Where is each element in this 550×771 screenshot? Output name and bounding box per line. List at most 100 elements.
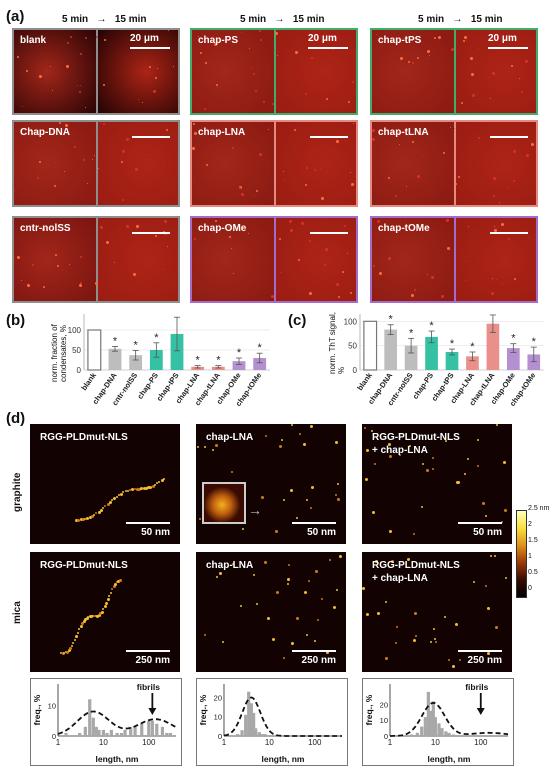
condensate-dot: [155, 235, 157, 237]
condensate-dot: [466, 261, 467, 262]
panel-a-letter: (a): [6, 8, 25, 25]
bar: [404, 345, 418, 370]
condensate-dot: [228, 226, 230, 228]
molecule-spot: [197, 446, 199, 448]
histogram-bar: [444, 731, 448, 736]
condensate-dot: [103, 84, 105, 86]
molecule-spot: [321, 598, 323, 600]
molecule-spot: [467, 458, 469, 460]
condensate-dot: [407, 230, 408, 231]
condensate-dot: [283, 171, 284, 172]
condensate-dot: [198, 36, 199, 37]
x-tick-label: 100: [142, 738, 156, 747]
molecule-spot: [87, 615, 89, 618]
micrograph-tile: chap-PS 20 μm: [190, 28, 358, 115]
molecule-spot: [281, 439, 283, 441]
molecule-spot: [311, 486, 314, 489]
significance-star: *: [511, 333, 516, 345]
molecule-spot: [421, 506, 423, 508]
afm-image: → chap-LNA 50 nm: [196, 424, 346, 544]
histogram-bar: [431, 701, 435, 736]
condensate-dot: [260, 39, 262, 41]
condensate-dot: [249, 48, 250, 49]
condensate-dot: [511, 65, 513, 67]
condensate-dot: [79, 284, 82, 287]
molecule-spot: [94, 615, 97, 618]
histogram-bar: [244, 714, 248, 736]
condensate-dot: [412, 141, 414, 143]
molecule-spot: [445, 440, 447, 442]
fibrils-arrowhead: [476, 708, 485, 715]
molecule-spot: [372, 511, 375, 514]
condensate-dot: [166, 129, 168, 131]
condensate-dot: [458, 176, 460, 178]
condensate-dot: [217, 87, 218, 88]
significance-star: *: [450, 338, 455, 350]
condensate-dot: [21, 280, 22, 281]
condensate-dot: [103, 123, 105, 125]
molecule-spot: [276, 591, 279, 594]
y-tick-label: 10: [214, 713, 222, 722]
tile-label: chap-LNA: [198, 127, 246, 138]
condensate-dot: [149, 66, 151, 68]
molecule-spot: [97, 613, 101, 617]
condensate-dot: [53, 131, 54, 132]
time-to: 15 min: [292, 14, 325, 25]
condensate-dot: [193, 123, 195, 125]
condensate-dot: [83, 159, 85, 161]
condensate-dot: [14, 190, 15, 191]
condensate-dot: [157, 68, 158, 69]
micrograph-15min: [454, 122, 536, 205]
micrograph-5min: [192, 218, 274, 301]
molecule-spot: [296, 517, 298, 519]
histogram-bar: [415, 732, 419, 736]
tile-label: blank: [20, 35, 47, 46]
condensate-dot: [526, 154, 529, 157]
condensate-dot: [138, 99, 139, 100]
condensate-dot: [427, 274, 428, 275]
afm-label: RGG-PLDmut-NLS: [372, 432, 460, 443]
condensate-dot: [351, 183, 354, 186]
y-tick-label: 100: [344, 317, 358, 326]
condensate-dot: [85, 107, 86, 108]
molecule-spot: [79, 625, 83, 629]
bar: [527, 354, 541, 370]
histogram-bar: [78, 732, 82, 736]
molecule-spot: [448, 659, 450, 661]
molecule-spot: [112, 585, 116, 589]
condensate-dot: [508, 238, 510, 240]
condensate-dot: [272, 103, 274, 105]
condensate-dot: [338, 296, 340, 298]
condensate-dot: [214, 43, 217, 46]
scale-bar: [308, 47, 348, 49]
y-axis-label: freq., %: [198, 694, 208, 725]
molecule-spot: [407, 558, 410, 561]
molecule-spot: [396, 626, 398, 628]
condensate-dot: [405, 218, 406, 219]
condensate-dot: [373, 265, 375, 267]
histogram-bar: [410, 734, 414, 736]
colorbar-tick: 1.5: [528, 537, 538, 544]
condensate-dot: [70, 36, 72, 38]
x-tick-label: 100: [308, 738, 322, 747]
condensate-dot: [417, 175, 420, 178]
histogram-bar: [440, 728, 444, 736]
bar: [232, 361, 246, 370]
condensate-dot: [164, 220, 167, 223]
molecule-spot: [482, 502, 485, 505]
condensate-dot: [233, 273, 234, 274]
condensate-dot: [513, 180, 515, 182]
condensate-dot: [400, 57, 403, 60]
condensate-dot: [376, 34, 377, 35]
histogram-bar: [165, 732, 169, 736]
histogram-bar: [155, 723, 159, 736]
afm-scale-label: 250 nm: [467, 655, 502, 666]
condensate-dot: [465, 280, 466, 281]
molecule-spot: [415, 635, 417, 637]
condensate-dot: [122, 199, 124, 201]
molecule-spot: [457, 481, 460, 484]
molecule-spot: [82, 619, 86, 623]
condensate-dot: [126, 138, 129, 141]
y-tick-label: 0: [218, 732, 222, 741]
condensate-dot: [438, 36, 441, 39]
